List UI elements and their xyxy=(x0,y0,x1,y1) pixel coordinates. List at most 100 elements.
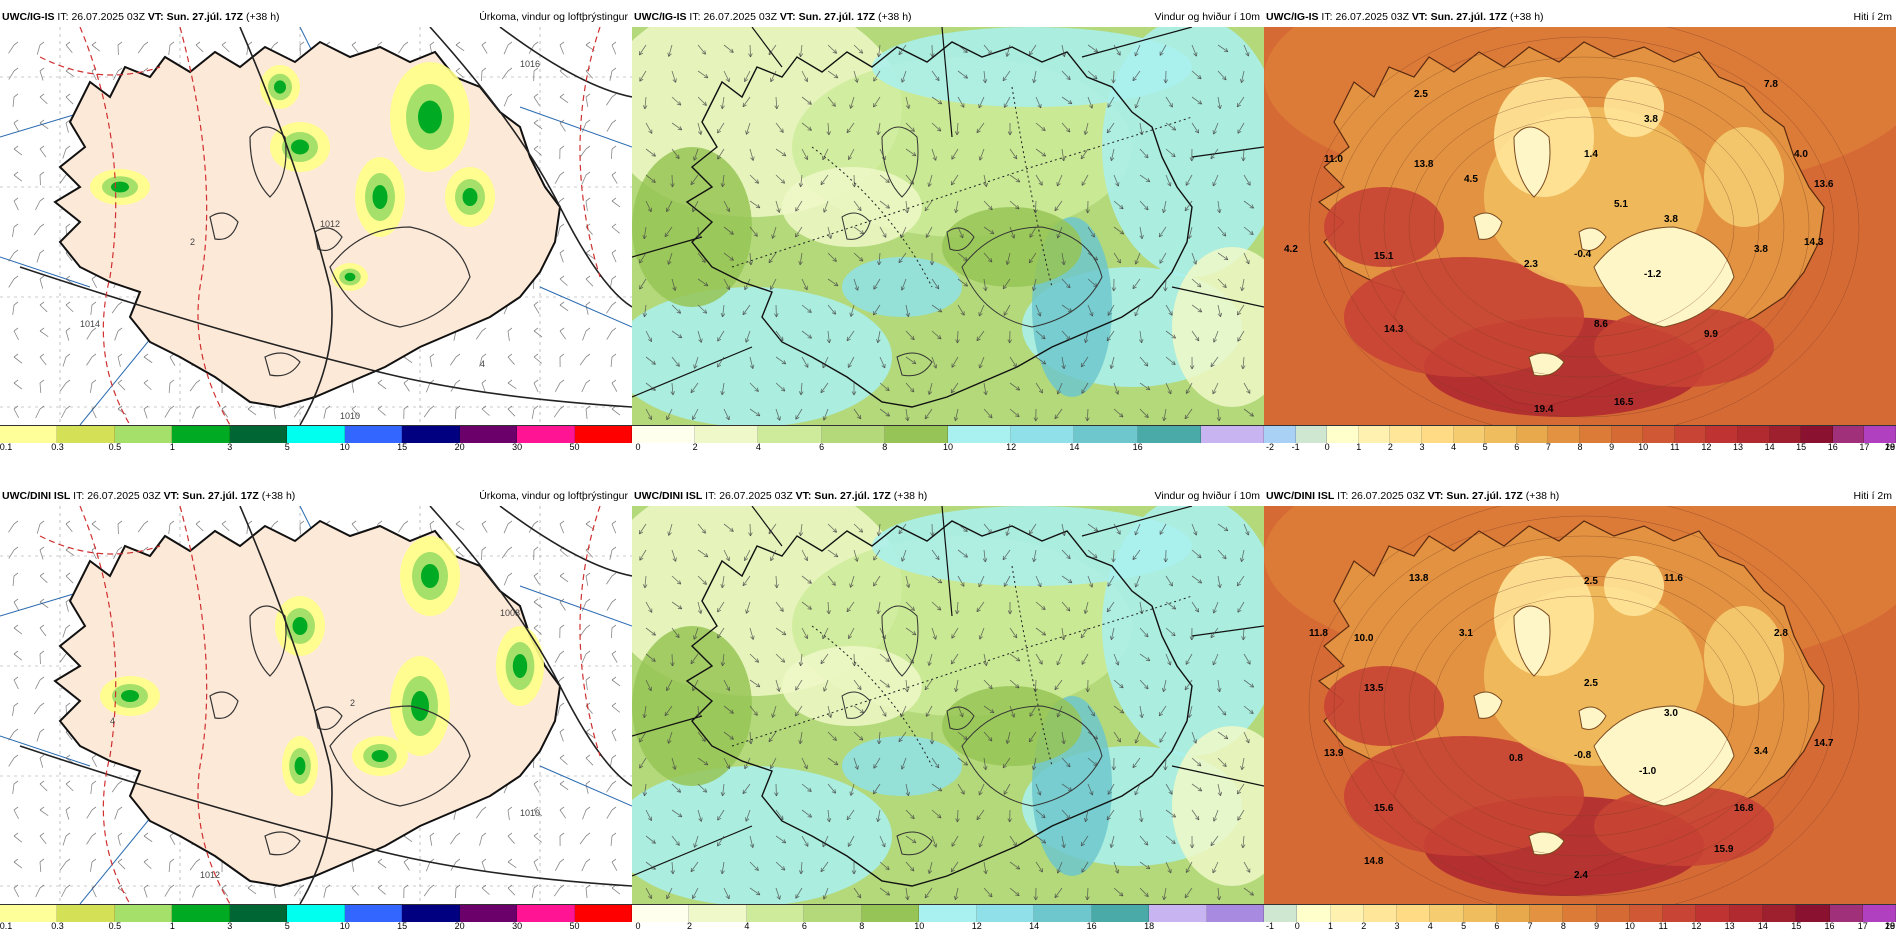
legend-tick-label: 7 xyxy=(1545,442,1551,452)
color-legend-bar xyxy=(632,425,1265,443)
lead-time: (+38 h) xyxy=(893,490,928,502)
legend-tick-label: 30 xyxy=(512,921,523,931)
legend-tick-label: 18 xyxy=(1884,921,1896,931)
temperature-label: -1.0 xyxy=(1639,766,1657,777)
legend-tick-label: 1 xyxy=(169,921,175,931)
legend-tick-label: 50 xyxy=(569,442,580,452)
legend-tick-label: 0.3 xyxy=(51,921,64,931)
model-name: UWC/DINI ISL xyxy=(1266,490,1335,502)
glacier xyxy=(1578,706,1607,730)
map-lines xyxy=(632,506,1264,877)
glacier-outline xyxy=(881,605,919,677)
legend-tick-label: 10 xyxy=(914,921,925,931)
legend-tick-label: 3 xyxy=(1419,442,1425,452)
legend-swatch xyxy=(976,905,1035,922)
temperature-label: 4.5 xyxy=(1464,174,1478,185)
legend-swatch xyxy=(1862,905,1897,922)
legend-tick-label: 0.1 xyxy=(0,442,13,452)
model-name: UWC/IG-IS xyxy=(2,11,55,23)
legend-swatch xyxy=(57,426,115,443)
legend-tick-label: 15 xyxy=(1796,442,1807,452)
legend-swatch xyxy=(1496,905,1531,922)
glacier-outline xyxy=(881,126,919,198)
lead-time: (+38 h) xyxy=(261,490,296,502)
temperature-label: 15.9 xyxy=(1714,844,1734,855)
temperature-label: 2.5 xyxy=(1584,576,1598,587)
glacier-outline xyxy=(329,226,471,328)
glacier-outline xyxy=(961,226,1103,328)
legend-swatch xyxy=(1629,905,1664,922)
temperature-label: 14.3 xyxy=(1804,237,1824,248)
legend-swatch xyxy=(344,905,403,922)
legend-swatch xyxy=(746,905,805,922)
glacier xyxy=(1528,352,1565,377)
issue-time: 26.07.2025 03Z xyxy=(71,11,145,23)
temperature-label: 15.6 xyxy=(1374,803,1394,814)
legend-tick-label: 3 xyxy=(227,921,233,931)
legend-swatch xyxy=(287,426,345,443)
legend-swatch xyxy=(1796,905,1830,922)
legend-swatch xyxy=(459,426,518,443)
panel-header: UWC/DINI ISL IT: 26.07.2025 03Z VT: Sun.… xyxy=(0,486,632,506)
legend-tick-label: 0 xyxy=(635,921,641,931)
lead-time: (+38 h) xyxy=(245,11,280,23)
legend-swatch xyxy=(758,426,822,443)
legend-tick-label: 4 xyxy=(755,442,761,452)
legend-swatch xyxy=(1430,905,1464,922)
legend-tick-label: 3 xyxy=(1394,921,1400,931)
glacier-outline xyxy=(841,691,871,719)
map-svg xyxy=(632,506,1264,904)
legend-swatch xyxy=(695,426,759,443)
valid-time: Sun. 27.júl. 17Z xyxy=(814,490,891,502)
glacier-outline xyxy=(249,605,287,677)
color-legend-ticks: -2 -1 0 1 2 3 4 5 6 7 8 9 10 11 12 13 14 15 16 17 18 19 20 xyxy=(1264,442,1896,454)
legend-tick-label: 20 xyxy=(1884,442,1896,452)
contour-label: 1008 xyxy=(500,608,520,618)
isobars xyxy=(19,27,632,425)
legend-tick-label: 14 xyxy=(1757,921,1768,931)
temperature-label: 3.1 xyxy=(1459,628,1473,639)
legend-tick-label: 18 xyxy=(1144,921,1155,931)
legend-swatch xyxy=(1264,426,1296,443)
legend-swatch xyxy=(1829,905,1863,922)
temperature-label: 10.0 xyxy=(1354,633,1374,644)
legend-swatch xyxy=(229,426,288,443)
legend-swatch xyxy=(1762,905,1797,922)
legend-tick-label: 10 xyxy=(339,921,350,931)
legend-swatch xyxy=(1297,905,1331,922)
legend-tick-label: 19 xyxy=(1884,921,1896,931)
legend-swatch xyxy=(1548,426,1580,443)
legend-swatch xyxy=(1390,426,1422,443)
legend-swatch xyxy=(861,905,920,922)
legend-swatch xyxy=(1485,426,1517,443)
panel-title: Vindur og hviður í 10m xyxy=(1154,11,1260,23)
legend-tick-label: 50 xyxy=(569,921,580,931)
panel-igis-precip: UWC/IG-IS IT: 26.07.2025 03Z VT: Sun. 27… xyxy=(0,7,632,469)
legend-tick-label: 5 xyxy=(1482,442,1488,452)
color-legend-bar xyxy=(1264,425,1896,443)
legend-tick-label: 1 xyxy=(169,442,175,452)
temperature-label: -1.2 xyxy=(1644,269,1662,280)
map-svg xyxy=(632,27,1264,425)
iceland-coastline xyxy=(685,520,1193,887)
temperature-label: 3.4 xyxy=(1754,746,1768,757)
contour-label: 1010 xyxy=(520,808,540,818)
legend-tick-label: 1 xyxy=(1328,921,1334,931)
legend-tick-label: 6 xyxy=(1494,921,1500,931)
map-area: 13.8 2.5 11.6 11.8 10.0 3.1 2.8 2.5 3.0 13.5 13.9 0… xyxy=(1264,506,1896,904)
map-area: 1012 1014 1010 1016 2 4 xyxy=(0,27,632,425)
legend-swatch xyxy=(1696,905,1730,922)
temperature-label: 4.2 xyxy=(1284,244,1298,255)
legend-tick-label: 6 xyxy=(1514,442,1520,452)
temperature-label: 11.6 xyxy=(1664,573,1683,584)
temp-contours xyxy=(1308,27,1860,425)
temperature-label: 16.5 xyxy=(1614,397,1634,408)
temperature-label: 13.8 xyxy=(1414,159,1434,170)
legend-tick-label: 3 xyxy=(227,442,233,452)
glacier-outline xyxy=(264,352,301,377)
legend-tick-label: 8 xyxy=(882,442,888,452)
valid-time: Sun. 27.júl. 17Z xyxy=(1430,11,1508,23)
legend-tick-label: 14 xyxy=(1764,442,1775,452)
panel-igis-wind: UWC/IG-IS IT: 26.07.2025 03Z VT: Sun. 27… xyxy=(632,7,1265,469)
temperature-label: 2.5 xyxy=(1584,678,1598,689)
